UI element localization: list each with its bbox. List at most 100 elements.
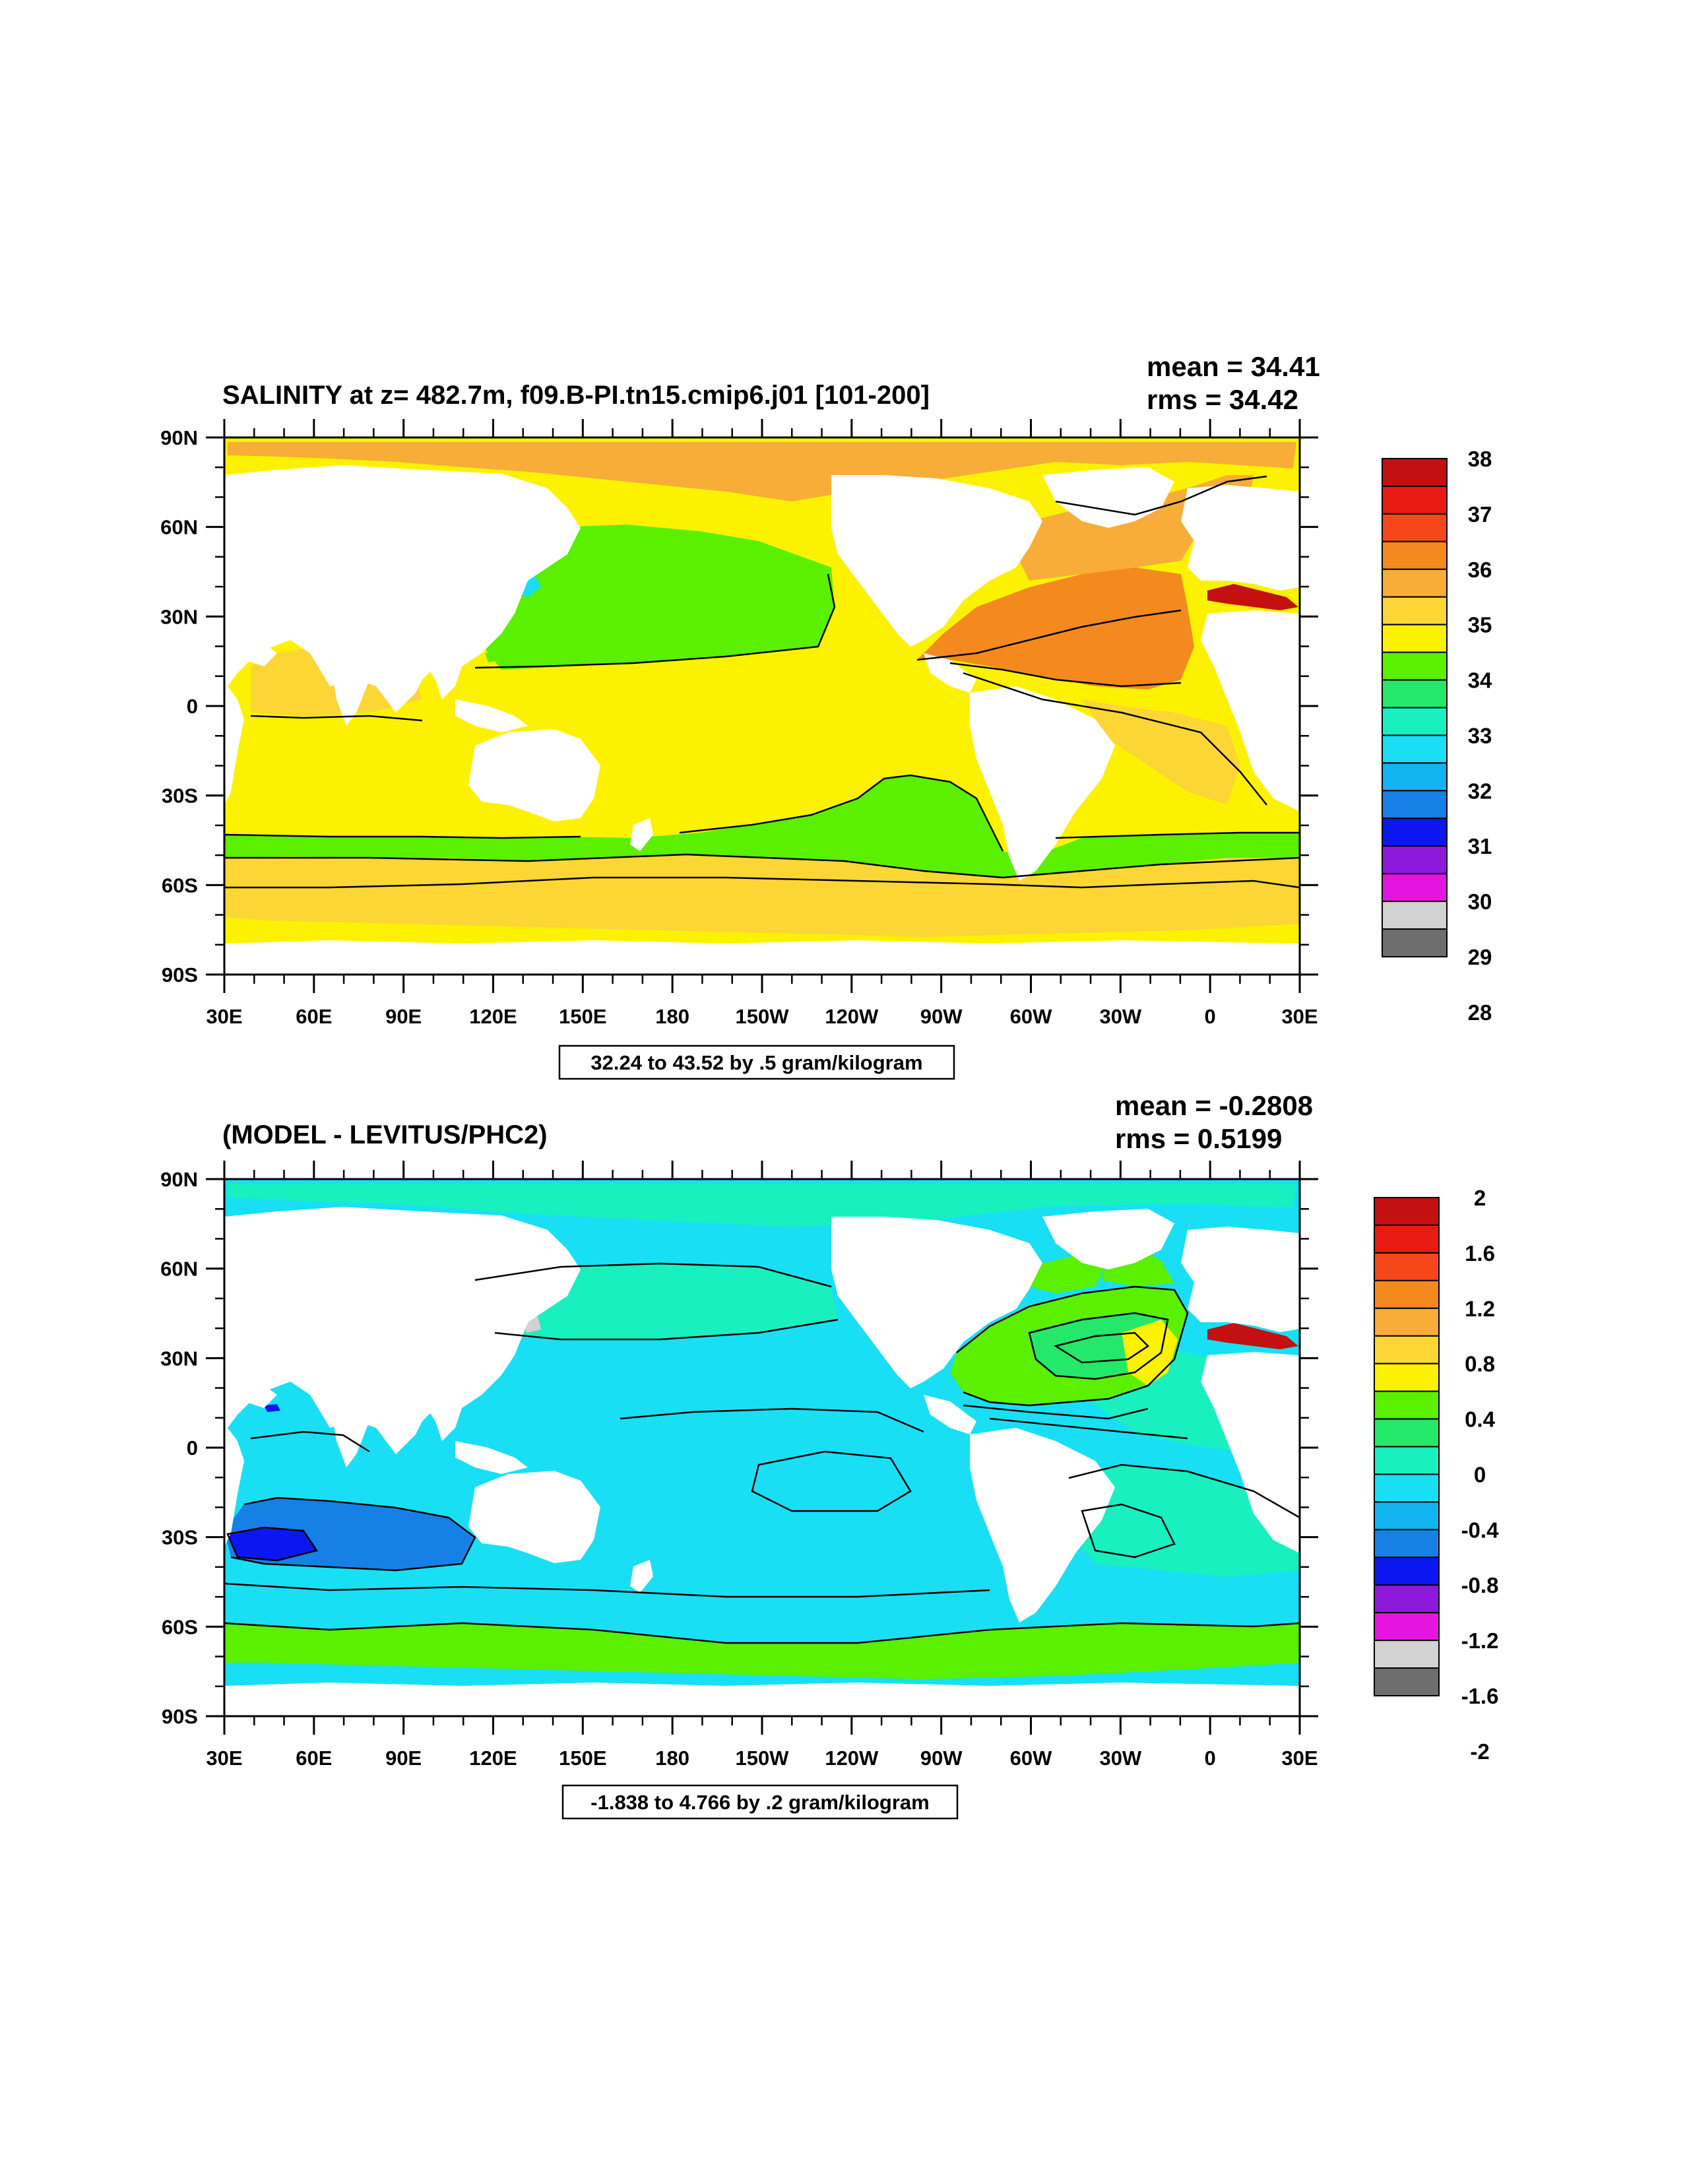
x-tick-label: 60W — [1010, 1005, 1052, 1028]
colorbar-box — [1382, 734, 1448, 764]
x-tick-label: 30E — [206, 1005, 242, 1028]
colorbar-box — [1374, 1529, 1440, 1558]
x-tick-label: 150E — [559, 1005, 606, 1028]
x-tick-labels: 30E 60E 90E 120E 150E 180 150W 120W 90W 60W 30W 0 30… — [206, 1005, 1318, 1028]
x-tick-label: 90E — [385, 1747, 422, 1770]
colorbar-label: 0.8 — [1465, 1352, 1495, 1376]
x-tick-label: 60E — [296, 1005, 332, 1028]
colorbar-label: 28 — [1468, 1000, 1492, 1025]
colorbar-label: 0 — [1474, 1462, 1486, 1487]
colorbar-box — [1382, 485, 1448, 515]
colorbar-box — [1374, 1252, 1440, 1281]
colorbar-box — [1374, 1363, 1440, 1392]
panel-difference: (MODEL - LEVITUS/PHC2) mean = -0.2808 rm… — [160, 1090, 1499, 1820]
y-tick-label: 60N — [160, 1258, 198, 1281]
x-tick-label: 150E — [559, 1747, 606, 1770]
info-label: 32.24 to 43.52 by .5 gram/kilogram — [590, 1051, 922, 1074]
colorbar-box — [1374, 1473, 1440, 1503]
colorbar-box — [1382, 762, 1448, 792]
colorbar-box — [1374, 1307, 1440, 1337]
colorbar-box — [1382, 596, 1448, 626]
y-tick-label: 30N — [160, 605, 198, 628]
x-tick-label: 0 — [1205, 1747, 1216, 1770]
colorbar-box — [1382, 707, 1448, 736]
colorbar-box — [1374, 1335, 1440, 1365]
x-tick-label: 60E — [296, 1747, 332, 1770]
colorbar-label: 0.4 — [1465, 1407, 1496, 1432]
x-tick-marks — [223, 419, 1301, 993]
rms-label: rms = 34.42 — [1147, 384, 1298, 415]
y-tick-label: 0 — [187, 1436, 198, 1460]
y-tick-label: 90N — [160, 1168, 198, 1191]
x-tick-label: 30E — [1281, 1747, 1318, 1770]
colorbar-label: -2 — [1470, 1739, 1489, 1764]
y-tick-label: 60S — [162, 874, 198, 897]
colorbar-label: 33 — [1468, 723, 1492, 748]
rms-label: rms = 0.5199 — [1115, 1123, 1282, 1154]
colorbar-label: 31 — [1468, 834, 1492, 858]
colorbar-box — [1382, 513, 1448, 542]
colorbar-label: 1.2 — [1465, 1297, 1495, 1321]
y-tick-labels: 90N 60N 30N 0 30S 60S 90S — [160, 426, 198, 986]
colorbar-label: 36 — [1468, 558, 1492, 582]
colorbar-label: -1.2 — [1461, 1628, 1499, 1653]
x-tick-label: 180 — [655, 1005, 689, 1028]
x-tick-label: 30E — [206, 1747, 242, 1770]
colorbar: 38 37 36 35 34 33 32 31 30 29 28 — [1382, 447, 1492, 1025]
colorbar-box — [1382, 818, 1448, 847]
colorbar-box — [1374, 1197, 1440, 1226]
info-label: -1.838 to 4.766 by .2 gram/kilogram — [590, 1791, 929, 1814]
y-tick-label: 30N — [160, 1347, 198, 1370]
colorbar-box — [1382, 568, 1448, 598]
colorbar: 2 1.6 1.2 0.8 0.4 0 -0.4 -0.8 -1.2 -1.6 -2 — [1374, 1186, 1499, 1764]
y-tick-marks — [206, 436, 1318, 976]
panel-title: (MODEL - LEVITUS/PHC2) — [222, 1120, 548, 1149]
colorbar-box — [1374, 1557, 1440, 1586]
colorbar-label: 34 — [1468, 668, 1492, 693]
colorbar-box — [1374, 1667, 1440, 1697]
x-tick-label: 180 — [655, 1747, 689, 1770]
panel-title: SALINITY at z= 482.7m, f09.B-PI.tn15.cmi… — [222, 381, 930, 410]
x-tick-labels: 30E 60E 90E 120E 150E 180 150W 120W 90W 60W 30W 0 30… — [206, 1747, 1318, 1770]
colorbar-label: -0.8 — [1461, 1573, 1499, 1597]
x-tick-label: 150W — [736, 1747, 790, 1770]
colorbar-box — [1382, 651, 1448, 681]
x-tick-label: 120W — [825, 1005, 879, 1028]
x-tick-label: 30E — [1281, 1005, 1318, 1028]
colorbar-box — [1374, 1612, 1440, 1642]
y-tick-label: 0 — [187, 695, 198, 718]
x-tick-label: 90W — [920, 1005, 963, 1028]
colorbar-box — [1382, 901, 1448, 930]
y-tick-label: 60N — [160, 516, 198, 539]
x-tick-label: 120E — [469, 1005, 517, 1028]
x-tick-marks — [223, 1161, 1301, 1735]
colorbar-box — [1382, 458, 1448, 487]
mean-label: mean = 34.41 — [1147, 351, 1320, 382]
colorbar-box — [1374, 1640, 1440, 1669]
y-tick-marks — [206, 1178, 1318, 1718]
info-box — [558, 1044, 955, 1080]
info-box — [561, 1784, 959, 1820]
x-tick-label: 90E — [385, 1005, 422, 1028]
colorbar-box — [1374, 1418, 1440, 1448]
x-tick-label: 90W — [920, 1747, 963, 1770]
colorbar-box — [1382, 928, 1448, 957]
colorbar-label: 29 — [1468, 945, 1492, 969]
x-tick-label: 150W — [736, 1005, 790, 1028]
colorbar-label: -0.4 — [1461, 1518, 1500, 1542]
y-tick-labels: 90N 60N 30N 0 30S 60S 90S — [160, 1168, 198, 1728]
colorbar-label: 2 — [1474, 1186, 1486, 1210]
colorbar-label: 37 — [1468, 502, 1492, 527]
colorbar-box — [1382, 540, 1448, 570]
colorbar-box — [1374, 1584, 1440, 1614]
colorbar-box — [1374, 1446, 1440, 1475]
colorbar-label: 35 — [1468, 613, 1492, 637]
colorbar-box — [1382, 845, 1448, 875]
panel-salinity: SALINITY at z= 482.7m, f09.B-PI.tn15.cmi… — [160, 351, 1492, 1080]
colorbar-box — [1374, 1390, 1440, 1420]
colorbar-box — [1374, 1501, 1440, 1531]
x-tick-label: 30W — [1099, 1747, 1141, 1770]
difference-map — [224, 1179, 1300, 1716]
y-tick-label: 30S — [162, 785, 198, 808]
y-tick-label: 90N — [160, 426, 198, 449]
